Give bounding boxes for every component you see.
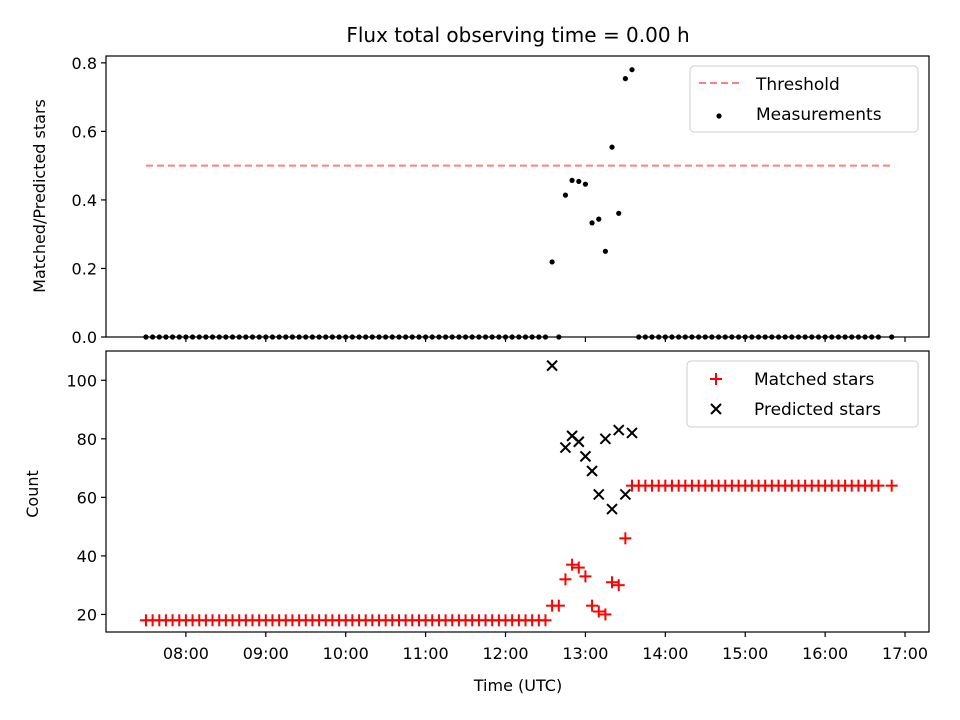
measurement-point [569,177,575,183]
predicted-star-point [599,433,612,445]
ratio-y-label: Matched/Predicted stars [30,99,49,293]
legend-matched-swatch [710,373,722,385]
ratio-axes-frame [105,55,930,338]
predicted-star-point [593,488,605,501]
ratio-marks [143,67,895,340]
count-y-tick-label: 80 [77,430,97,449]
ratio-panel: 0.00.20.40.60.8 Matched/Predicted stars … [30,54,930,347]
matched-star-point [592,605,605,618]
count-panel: 20 40 60 80 100 08:00 09:00 10:00 11:00 12:00 13:… [23,350,930,695]
ratio-legend: Threshold Measurements [689,65,919,133]
predicted-star-point [606,503,618,515]
predicted-star-point [559,441,572,454]
predicted-star-point [613,424,625,436]
matched-star-point [612,579,625,592]
count-axes-frame [105,350,930,633]
count-x-tick-label: 09:00 [243,644,289,663]
legend-measurements-swatch [716,113,722,119]
count-y-label: Count [23,470,42,518]
matched-star-point [572,561,585,574]
count-legend-box [686,360,919,428]
ratio-y-tick-label: 0.6 [72,122,97,141]
count-y-tick-label: 20 [77,605,97,624]
count-y-tick-label: 100 [66,371,97,390]
measurement-point [622,76,628,82]
matched-star-point [599,608,612,621]
count-legend: Matched stars Predicted stars [686,360,919,428]
chart-title: Flux total observing time = 0.00 h [346,23,689,47]
count-y-tick-label: 60 [77,488,97,507]
ratio-y-ticks: 0.0 0.2 0.4 0.6 0.8 [72,54,106,347]
legend-matched-label: Matched stars [754,370,874,390]
count-y-ticks: 20 40 60 80 100 [66,371,106,624]
matched-star-point [539,614,552,627]
count-marks [139,359,898,627]
matched-star-point [552,599,565,612]
ratio-legend-box [689,65,919,133]
matched-star-point [566,558,579,571]
predicted-star-point [573,436,585,448]
measurement-point [576,178,582,185]
predicted-star-point [546,359,558,372]
ratio-y-tick-label: 0.8 [72,54,97,73]
count-x-tick-label: 11:00 [403,644,449,663]
matched-star-point [579,570,592,583]
count-x-tick-label: 08:00 [163,644,209,663]
measurement-point [589,220,595,226]
matched-star-point [586,599,599,612]
count-y-tick-label: 40 [77,547,97,566]
measurement-point [549,259,555,265]
count-x-tick-label: 16:00 [802,644,848,663]
measurement-point [629,67,635,73]
predicted-star-point [586,465,598,477]
count-x-tick-label: 15:00 [722,644,768,663]
count-x-tick-label: 14:00 [642,644,688,663]
legend-threshold-label: Threshold [755,75,840,95]
matched-star-point [619,532,632,545]
measurement-point [596,216,602,222]
count-x-ticks: 08:00 09:00 10:00 11:00 12:00 13:00 14:00 15:00… [163,632,928,663]
legend-measurements-label: Measurements [756,105,882,125]
measurement-point [616,210,622,216]
predicted-star-point [579,450,592,463]
measurement-point [582,181,589,187]
matched-star-point [872,479,885,492]
legend-predicted-swatch [710,403,722,415]
ratio-y-tick-label: 0.2 [72,259,97,278]
count-x-tick-label: 12:00 [482,644,528,663]
matched-star-point [559,573,572,586]
measurement-point [609,144,615,150]
ratio-y-tick-label: 0.0 [72,328,97,347]
measurement-point [602,248,608,254]
matched-star-point [885,479,898,492]
predicted-star-point [626,427,638,439]
ratio-x-ticks [185,337,906,342]
legend-predicted-label: Predicted stars [754,400,881,420]
count-x-label: Time (UTC) [473,676,562,695]
matched-star-point [606,576,619,589]
count-x-tick-label: 10:00 [323,644,369,663]
count-x-tick-label: 13:00 [562,644,608,663]
count-x-tick-label: 17:00 [882,644,928,663]
ratio-y-tick-label: 0.4 [72,191,97,210]
measurement-point [562,192,569,198]
predicted-star-point [619,488,632,501]
